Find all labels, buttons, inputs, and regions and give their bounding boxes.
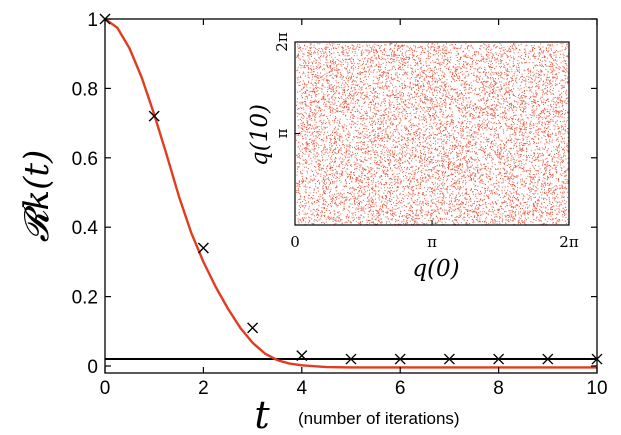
data-point-marker: [394, 353, 406, 365]
inset-y-axis-title: q(10): [247, 104, 273, 166]
main-x-axis-title: t: [254, 393, 270, 435]
inset-x-axis-title: q(0): [412, 256, 459, 282]
x-tick-label: 10: [586, 378, 607, 399]
y-tick-label: 1: [87, 10, 98, 31]
inset-points-group: [296, 43, 569, 225]
inset-x-tick-label: 2π: [559, 233, 579, 251]
data-point-marker: [591, 353, 603, 365]
x-tick-label: 4: [297, 378, 308, 399]
main-plot-frame: [104, 18, 598, 374]
data-point-marker: [345, 353, 357, 365]
inset-y-tick-label: π: [273, 128, 291, 138]
y-tick-label: 0.4: [72, 218, 99, 239]
data-point-marker: [148, 110, 160, 122]
inset-scatter-points: [296, 43, 569, 225]
x-tick-label: 2: [198, 378, 209, 399]
inset-x-ticks: 0 π 2π: [290, 220, 579, 251]
data-point-marker: [493, 353, 505, 365]
x-tick-label: 0: [100, 378, 111, 399]
data-point-marker: [247, 322, 259, 334]
inset-x-tick-label: 0: [290, 233, 300, 251]
data-point-marker: [296, 350, 308, 362]
main-curve-group: [104, 18, 597, 369]
inset-y-tick-label: 2π: [273, 32, 291, 52]
main-chart: 0 2 4 6 8 10 0 0.2 0.4 0.6 0.8 1 𝓡k(t) t (number o…: [17, 10, 608, 435]
data-point-marker: [542, 353, 554, 365]
x-tick-label: 6: [395, 378, 406, 399]
main-x-axis-note: (number of iterations): [298, 409, 460, 428]
main-markers-group: [99, 13, 603, 365]
y-tick-label: 0: [87, 357, 98, 378]
data-point-marker: [443, 353, 455, 365]
y-tick-label: 0.8: [72, 79, 98, 100]
main-y-ticks: 0 0.2 0.4 0.6 0.8 1: [72, 10, 597, 378]
data-point-marker: [197, 242, 209, 254]
inset-chart: 0 π 2π π 2π q(0) q(10): [247, 32, 579, 282]
inset-x-tick-label: π: [427, 233, 437, 251]
main-y-axis-title: 𝓡k(t): [17, 150, 57, 243]
y-tick-label: 0.2: [72, 288, 98, 309]
inset-y-ticks: π 2π: [273, 32, 300, 138]
x-tick-label: 8: [493, 378, 504, 399]
main-x-ticks: 0 2 4 6 8 10: [100, 19, 608, 399]
series-curve: [104, 18, 597, 369]
y-tick-label: 0.6: [72, 149, 98, 170]
